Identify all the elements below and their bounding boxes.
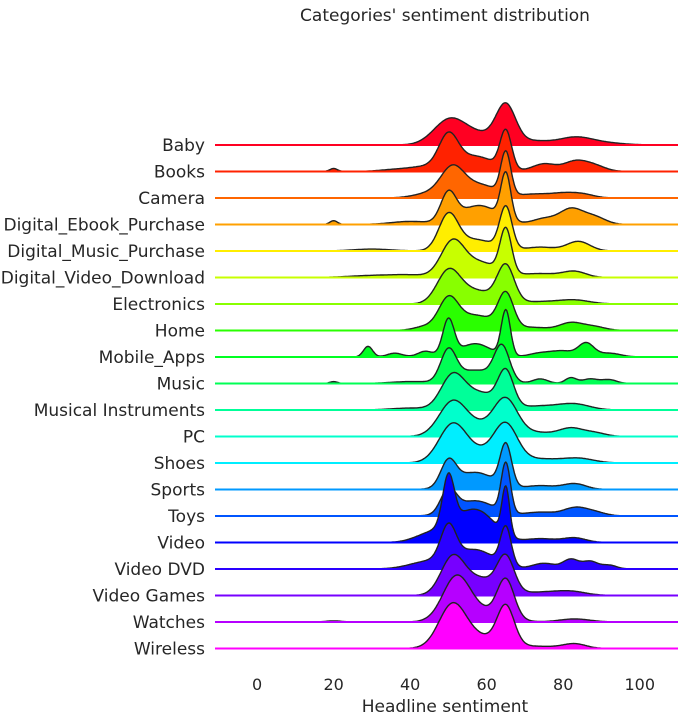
ridge-area xyxy=(215,602,678,649)
category-label: Books xyxy=(154,163,205,183)
x-tick-label: 100 xyxy=(624,675,655,694)
x-tick-label: 40 xyxy=(400,675,420,694)
x-tick-label: 20 xyxy=(323,675,343,694)
ridge-wireless xyxy=(215,601,678,650)
category-label: Video DVD xyxy=(114,560,205,580)
category-label: Watches xyxy=(133,613,205,633)
ridge-area xyxy=(215,575,678,622)
ridges-group xyxy=(215,102,678,650)
category-label: Electronics xyxy=(112,295,205,315)
category-label: Digital_Music_Purchase xyxy=(7,242,205,262)
x-axis-label: Headline sentiment xyxy=(362,697,529,717)
category-label: Wireless xyxy=(134,640,205,660)
ridge-area xyxy=(215,523,678,569)
category-label: Digital_Ebook_Purchase xyxy=(3,216,205,236)
ridge-area xyxy=(215,263,678,304)
category-label: Video xyxy=(157,534,205,554)
ridge-area xyxy=(215,150,678,198)
ridge-area xyxy=(215,368,678,410)
x-tick-label: 80 xyxy=(553,675,573,694)
x-tick-label: 0 xyxy=(252,675,262,694)
ridge-area xyxy=(215,291,678,331)
category-label: PC xyxy=(183,428,205,448)
ridge-area xyxy=(215,397,678,437)
category-label: Musical Instruments xyxy=(34,401,205,421)
ridge-area xyxy=(215,554,678,596)
chart-title: Categories' sentiment distribution xyxy=(300,6,590,26)
category-label: Digital_Video_Download xyxy=(1,269,205,289)
category-labels: Baby Books Camera Digital_Ebook_Purchase Dig… xyxy=(1,136,205,660)
category-label: Music xyxy=(157,375,205,395)
category-label: Video Games xyxy=(92,587,205,607)
ridge-area xyxy=(215,205,678,251)
ridge-area xyxy=(215,422,678,463)
ridge-area xyxy=(215,344,678,384)
ridge-area xyxy=(215,442,678,490)
category-label: Sports xyxy=(151,481,206,501)
category-label: Baby xyxy=(162,136,205,156)
category-label: Camera xyxy=(138,189,205,209)
ridge-area xyxy=(215,309,678,357)
category-label: Home xyxy=(155,322,205,342)
ridge-shoes xyxy=(215,421,678,464)
x-axis-ticks: 0 20 40 60 80 100 xyxy=(252,675,655,694)
x-tick-label: 60 xyxy=(476,675,496,694)
category-label: Mobile_Apps xyxy=(99,348,205,368)
ridge-music xyxy=(215,343,678,385)
category-label: Toys xyxy=(167,507,205,527)
ridge-area xyxy=(215,129,678,172)
ridge-area xyxy=(215,102,678,145)
ridge-area xyxy=(215,227,678,278)
category-label: Shoes xyxy=(154,454,205,474)
ridge-books xyxy=(215,128,678,173)
ridge-area xyxy=(215,473,678,543)
